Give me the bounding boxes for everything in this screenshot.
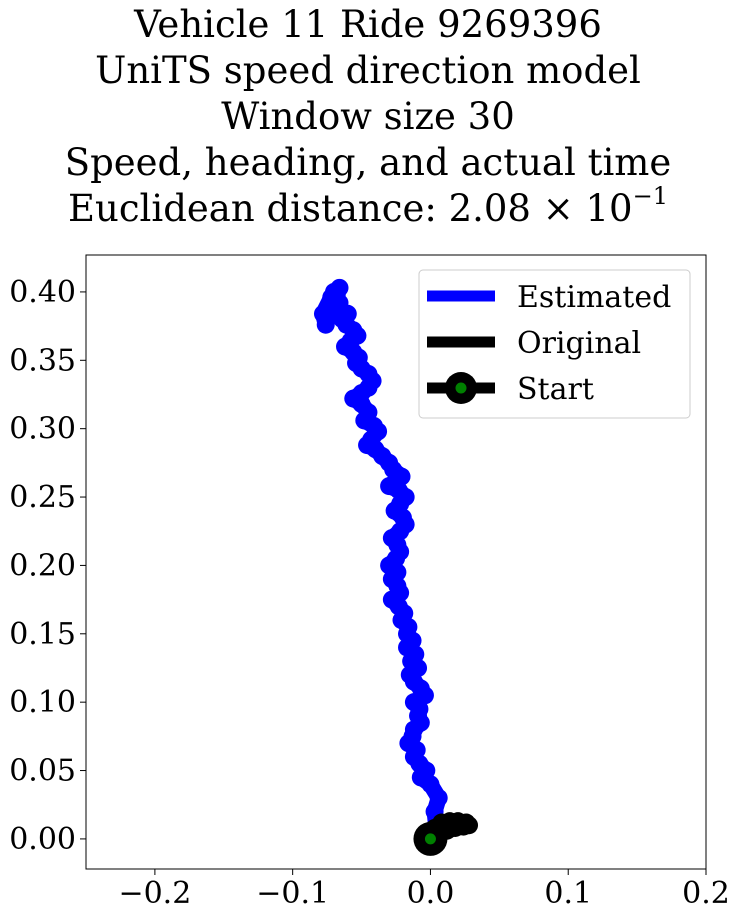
title-distance-times: ×	[542, 187, 574, 230]
start-marker-center	[424, 833, 436, 845]
x-tick-label: 0.0	[407, 876, 455, 911]
legend-label: Start	[517, 372, 594, 407]
x-tick-label: −0.2	[118, 876, 191, 911]
title-distance-base: 10	[585, 187, 633, 230]
legend-box	[418, 269, 691, 419]
title-line-1: Vehicle 11 Ride 9269396	[134, 3, 602, 46]
title-distance-prefix: Euclidean distance:	[68, 187, 449, 230]
legend-label: Original	[517, 326, 641, 361]
y-tick-label: 0.25	[9, 480, 76, 515]
title-line-5: Euclidean distance: 2.08 × 10−1	[0, 184, 736, 232]
y-tick-label: 0.40	[9, 275, 76, 310]
y-tick-label: 0.05	[9, 754, 76, 789]
legend: Estimated Original Start	[418, 269, 691, 419]
x-tick-label: 0.1	[544, 876, 592, 911]
estimated-point	[330, 278, 349, 297]
estimated-point	[429, 788, 448, 807]
title-distance-exponent: −1	[632, 181, 668, 210]
x-tick-label: 0.2	[682, 876, 730, 911]
plot-border	[85, 254, 707, 870]
y-tick-label: 0.20	[9, 548, 76, 583]
title-line-4: Speed, heading, and actual time	[64, 141, 672, 184]
chart-title: Vehicle 11 Ride 9269396 UniTS speed dire…	[0, 2, 736, 232]
title-line-3: Window size 30	[221, 95, 515, 138]
x-tick-label: −0.1	[256, 876, 329, 911]
title-distance-mantissa: 2.08	[448, 187, 531, 230]
legend-label: Estimated	[517, 280, 671, 315]
title-line-2: UniTS speed direction model	[95, 49, 641, 92]
y-tick-label: 0.15	[9, 617, 76, 652]
y-tick-label: 0.10	[9, 685, 76, 720]
y-axis: 0.00 0.05 0.10 0.15 0.20 0.25 0.30 0.35 0.40	[9, 275, 86, 857]
y-tick-label: 0.00	[9, 822, 76, 857]
y-tick-label: 0.30	[9, 412, 76, 447]
y-tick-label: 0.35	[9, 343, 76, 378]
legend-start-marker-center	[455, 382, 467, 394]
estimated-point	[316, 315, 335, 334]
x-axis: −0.2 −0.1 0.0 0.1 0.2	[118, 869, 730, 911]
